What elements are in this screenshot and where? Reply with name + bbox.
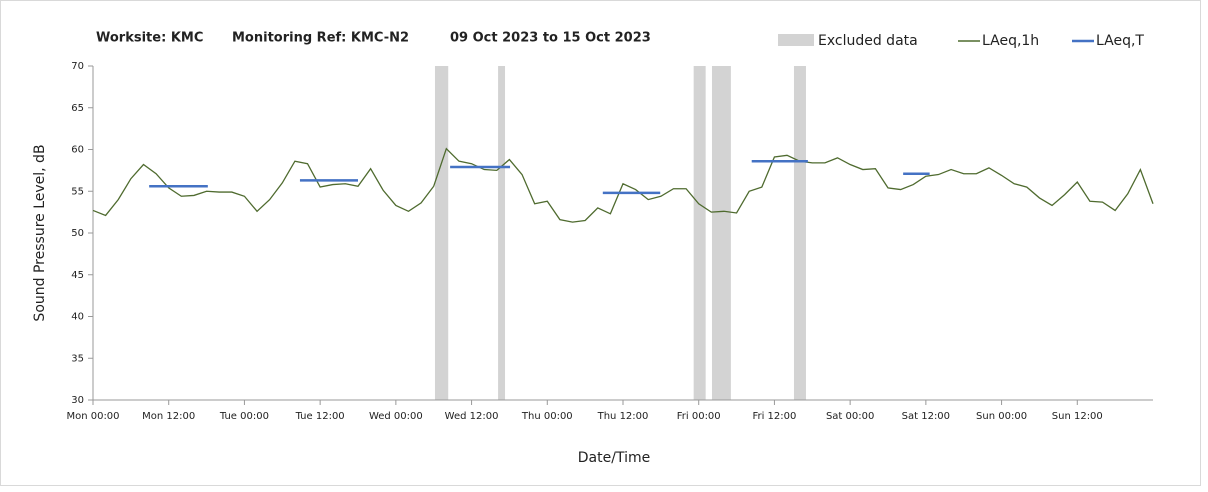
x-tick-label: Fri 12:00: [752, 411, 796, 422]
x-tick-label: Fri 00:00: [677, 411, 721, 422]
chart-title: Worksite: KMC: [96, 31, 203, 46]
x-tick-label: Thu 12:00: [597, 411, 649, 422]
y-tick-label: 35: [71, 353, 84, 364]
x-tick-label: Tue 12:00: [295, 411, 345, 422]
y-tick-label: 55: [71, 186, 84, 197]
x-tick-label: Wed 00:00: [369, 411, 423, 422]
excluded-band: [793, 66, 806, 400]
y-tick-label: 45: [71, 270, 84, 281]
legend-label: Excluded data: [818, 33, 918, 49]
y-tick-label: 30: [71, 395, 84, 406]
excluded-band: [693, 66, 706, 400]
series-line: [92, 147, 1154, 223]
y-axis-label: Sound Pressure Level, dB: [32, 144, 48, 321]
y-tick-label: 65: [71, 103, 84, 114]
legend-swatch: [778, 34, 814, 46]
x-tick-label: Sun 12:00: [1052, 411, 1103, 422]
x-tick-label: Mon 12:00: [142, 411, 195, 422]
legend-label: LAeq,1h: [982, 33, 1039, 49]
x-tick-label: Sun 00:00: [976, 411, 1027, 422]
x-tick-label: Sat 00:00: [826, 411, 874, 422]
x-tick-label: Mon 00:00: [66, 411, 119, 422]
excluded-band: [498, 66, 506, 400]
x-tick-label: Wed 12:00: [445, 411, 499, 422]
chart-title: 09 Oct 2023 to 15 Oct 2023: [450, 31, 651, 46]
y-tick-label: 70: [71, 61, 84, 72]
excluded-band: [711, 66, 731, 400]
x-tick-label: Thu 00:00: [521, 411, 573, 422]
excluded-band: [434, 66, 449, 400]
legend-label: LAeq,T: [1096, 33, 1144, 49]
y-tick-label: 60: [71, 145, 84, 156]
x-tick-label: Tue 00:00: [219, 411, 269, 422]
x-tick-label: Sat 12:00: [902, 411, 950, 422]
y-tick-label: 50: [71, 228, 84, 239]
x-axis-label: Date/Time: [578, 450, 650, 466]
y-tick-label: 40: [71, 312, 84, 323]
chart-title: Monitoring Ref: KMC-N2: [232, 31, 409, 46]
